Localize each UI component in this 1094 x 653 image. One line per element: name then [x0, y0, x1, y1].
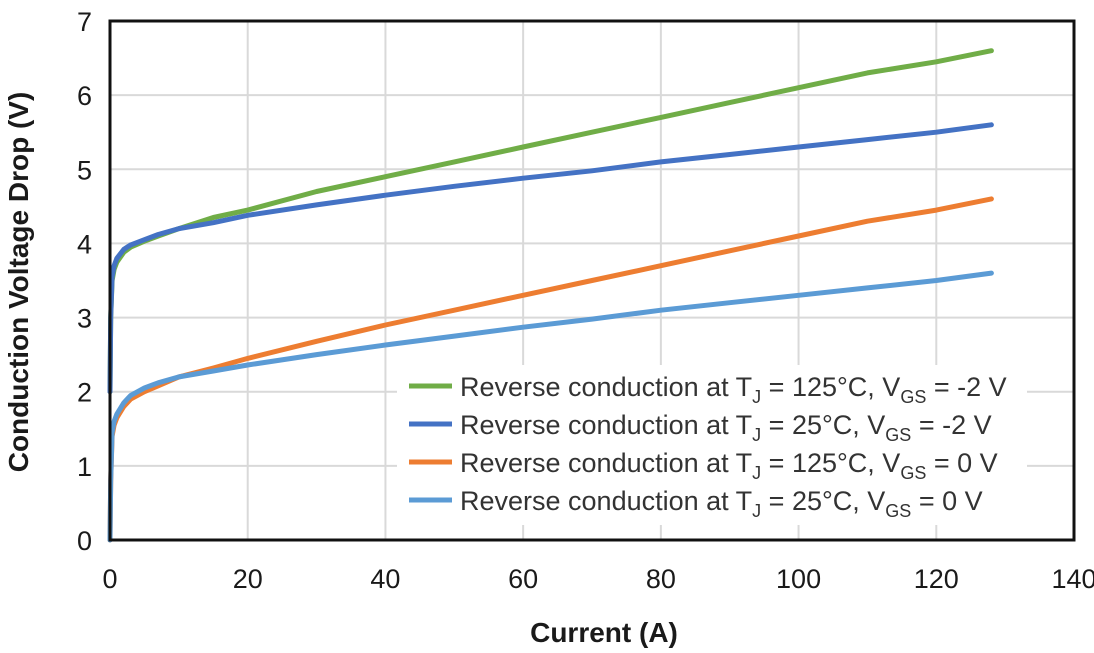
x-tick-label: 80	[646, 564, 676, 594]
legend-text-post: = -2 V	[911, 410, 991, 440]
y-tick-label: 6	[77, 81, 92, 111]
legend: Reverse conduction at TJ = 125°C, VGS = …	[397, 365, 1027, 525]
legend-text-pre: Reverse conduction at T	[460, 448, 752, 478]
legend-text-mid: = 125°C, V	[761, 448, 900, 478]
legend-text-sub2: GS	[900, 463, 926, 483]
plot-frame	[108, 19, 1076, 542]
legend-text-post: = 0 V	[926, 448, 997, 478]
x-tick-label: 100	[776, 564, 821, 594]
x-tick-label: 60	[508, 564, 538, 594]
legend-text-sub1: J	[752, 501, 761, 521]
legend-text-mid: = 25°C, V	[761, 410, 885, 440]
x-tick-label: 20	[233, 564, 263, 594]
series-line-2	[107, 122, 994, 395]
legend-text-sub1: J	[752, 387, 761, 407]
y-tick-label: 0	[77, 526, 92, 556]
series-layer	[107, 48, 994, 543]
y-tick-label: 5	[77, 155, 92, 185]
y-tick-label: 7	[77, 7, 92, 37]
x-tick-label: 0	[102, 564, 117, 594]
legend-text-mid: = 125°C, V	[761, 372, 900, 402]
legend-text-mid: = 25°C, V	[761, 486, 885, 516]
legend-text-sub2: GS	[900, 387, 926, 407]
legend-text-sub1: J	[752, 463, 761, 483]
legend-text-pre: Reverse conduction at T	[460, 486, 752, 516]
legend-label-3: Reverse conduction at TJ = 125°C, VGS = …	[460, 448, 998, 483]
y-tick-label: 1	[77, 452, 92, 482]
legend-text-pre: Reverse conduction at T	[460, 410, 752, 440]
y-tick-label: 2	[77, 378, 92, 408]
y-tick-label: 4	[77, 229, 92, 259]
series-line-4	[107, 270, 994, 543]
legend-text-post: = -2 V	[926, 372, 1006, 402]
legend-text-pre: Reverse conduction at T	[460, 372, 752, 402]
legend-text-sub2: GS	[885, 501, 911, 521]
legend-label-4: Reverse conduction at TJ = 25°C, VGS = 0…	[460, 486, 983, 521]
x-axis-title: Current (A)	[530, 617, 678, 648]
y-tick-label: 3	[77, 304, 92, 334]
x-tick-label: 120	[914, 564, 959, 594]
legend-background	[397, 365, 1027, 525]
x-tick-label: 40	[370, 564, 400, 594]
legend-text-sub1: J	[752, 425, 761, 445]
tick-labels: 0 20 40 60 80 100 120 140 0 1 2 3 4 5 6 7	[77, 7, 1094, 594]
legend-label-1: Reverse conduction at TJ = 125°C, VGS = …	[460, 372, 1007, 407]
legend-text-sub2: GS	[885, 425, 911, 445]
legend-label-2: Reverse conduction at TJ = 25°C, VGS = -…	[460, 410, 992, 445]
legend-text-post: = 0 V	[911, 486, 982, 516]
x-tick-label: 140	[1051, 564, 1094, 594]
y-axis-title: Conduction Voltage Drop (V)	[3, 92, 34, 473]
